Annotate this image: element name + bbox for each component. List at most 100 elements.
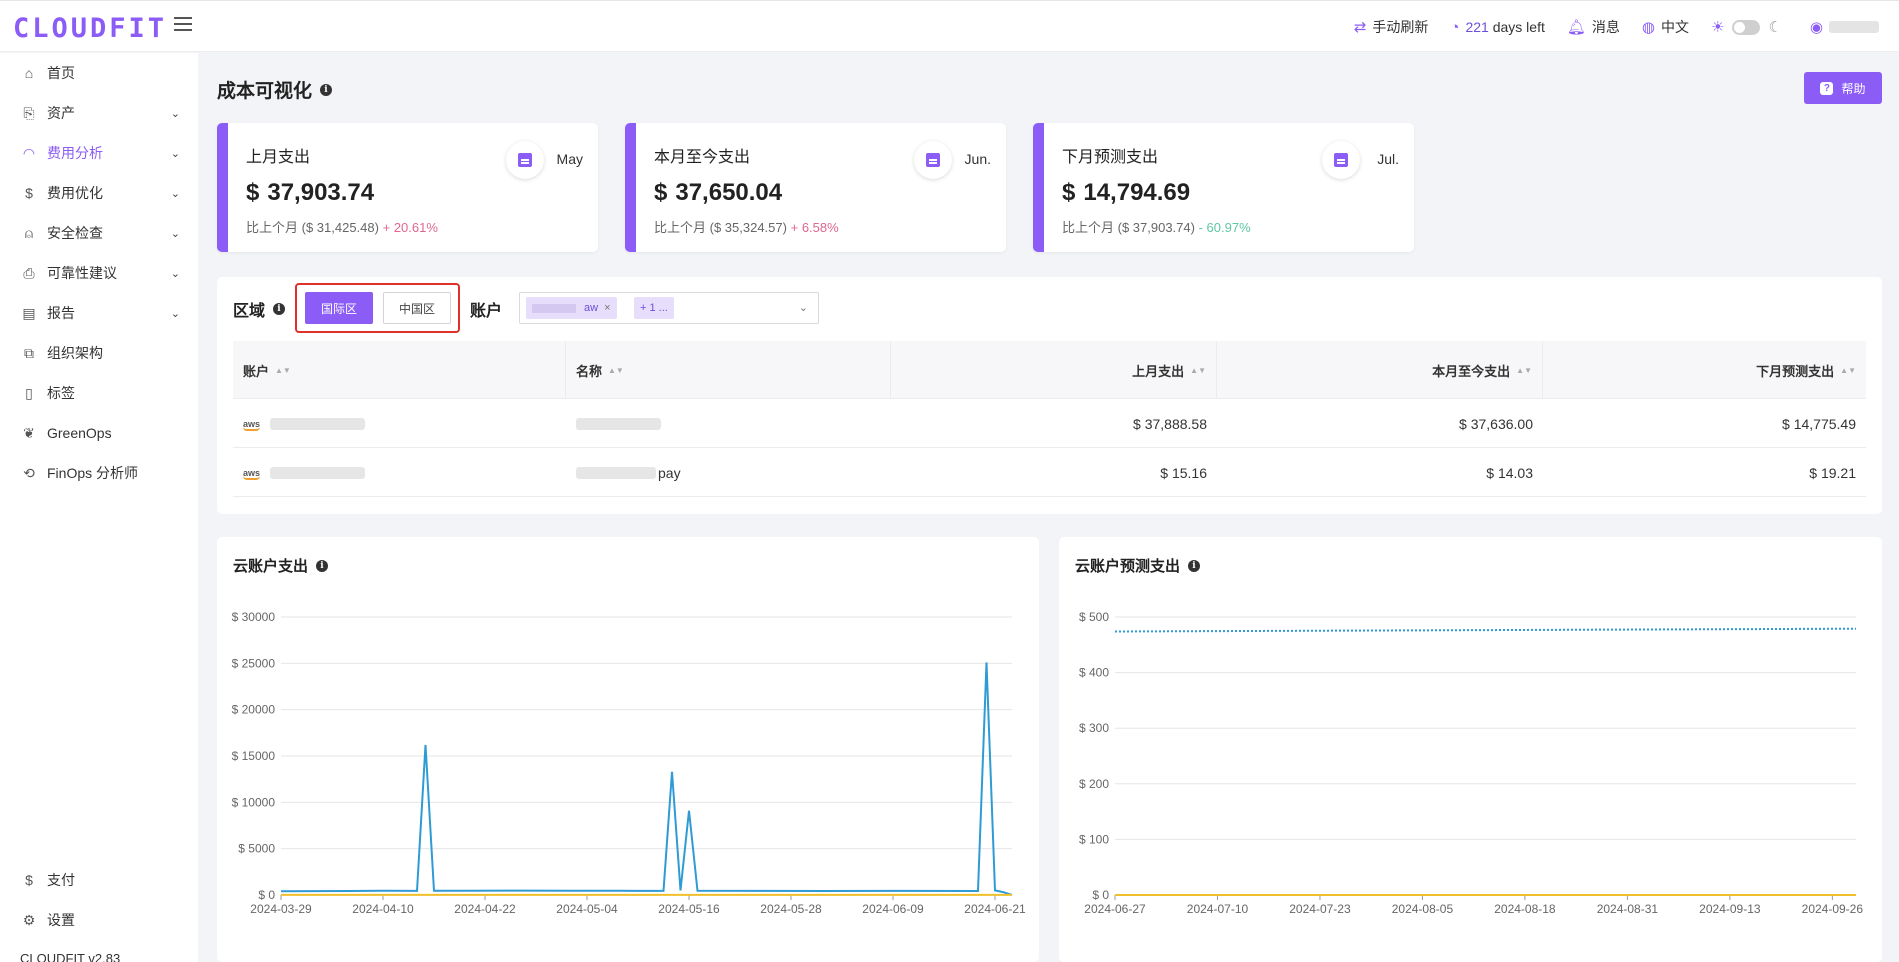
name-visible-text: pay xyxy=(658,464,681,481)
sun-icon: ☀ xyxy=(1711,19,1725,36)
y-tick-label: $ 30000 xyxy=(232,610,276,624)
sidebar-item-organization[interactable]: ⧉ 组织架构 xyxy=(0,333,198,373)
compare-amount: $ 31,425.48 xyxy=(305,220,375,235)
language-switch[interactable]: ◍ 中文 xyxy=(1642,17,1689,37)
change-percent: - 60.97% xyxy=(1198,220,1251,235)
chart-title-text: 云账户支出 xyxy=(233,558,309,575)
sidebar-item-label: 设置 xyxy=(47,912,75,928)
card-amount: $37,650.04 xyxy=(654,179,782,207)
sidebar-item-assets[interactable]: ⎘ 资产 ⌄ xyxy=(0,93,198,133)
theme-toggle[interactable] xyxy=(1732,19,1761,35)
compare-prefix: 比上个月 ( xyxy=(654,220,714,235)
info-icon[interactable]: i xyxy=(320,83,333,96)
column-header-mtd[interactable]: 本月至今支出 ▲▼ xyxy=(1217,341,1543,399)
x-tick-label: 2024-08-18 xyxy=(1494,902,1556,916)
account-tag-more[interactable]: + 1 ... xyxy=(634,297,674,319)
y-tick-label: $ 0 xyxy=(258,888,275,902)
x-tick-label: 2024-07-23 xyxy=(1289,902,1351,916)
sidebar-item-finops-analyst[interactable]: ⟲ FinOps 分析师 xyxy=(0,453,198,493)
card-amount-value: 37,650.04 xyxy=(675,179,783,206)
sort-icon: ▲▼ xyxy=(1190,365,1206,375)
chevron-down-icon: ⌄ xyxy=(170,187,180,200)
account-tag[interactable]: aw × xyxy=(526,297,617,319)
question-icon: ? xyxy=(1820,81,1834,95)
card-compare: 比上个月 ($ 37,903.74) - 60.97% xyxy=(1062,217,1251,236)
sort-icon: ▲▼ xyxy=(1516,365,1532,375)
chevron-down-icon: ⌄ xyxy=(170,307,180,320)
column-header-account[interactable]: 账户 ▲▼ xyxy=(233,341,566,399)
y-tick-label: $ 200 xyxy=(1079,777,1109,791)
redacted-text xyxy=(576,417,661,430)
column-label: 本月至今支出 xyxy=(1432,363,1511,379)
user-menu[interactable]: ◉ xyxy=(1810,18,1879,36)
license-days-left[interactable]: ◔ 221 days left xyxy=(1450,19,1544,36)
alarm-icon: ⍝ xyxy=(24,224,34,241)
table-row[interactable]: aws $ 37,888.58 $ 37,636.00 $ 14,775.49 xyxy=(233,399,1866,448)
x-tick-label: 2024-04-22 xyxy=(454,902,516,916)
theme-switch[interactable]: ☀ ☾ xyxy=(1711,18,1788,36)
dollar-icon: $ xyxy=(25,185,33,201)
column-label: 名称 xyxy=(576,363,603,379)
compare-prefix: 比上个月 ( xyxy=(246,220,306,235)
mtd-cell: $ 37,636.00 xyxy=(1459,415,1533,432)
sidebar-item-settings[interactable]: ⚙ 设置 xyxy=(0,900,198,940)
series-line-0 xyxy=(280,662,1013,896)
y-tick-label: $ 400 xyxy=(1079,666,1109,680)
region-cn-button[interactable]: 中国区 xyxy=(383,292,451,324)
currency-symbol: $ xyxy=(1062,179,1076,206)
calendar-icon xyxy=(1322,141,1360,179)
column-header-last-month[interactable]: 上月支出 ▲▼ xyxy=(891,341,1217,399)
sidebar-item-reliability[interactable]: ⎙ 可靠性建议 ⌄ xyxy=(0,253,198,293)
info-icon[interactable]: i xyxy=(1188,559,1201,572)
app-logo[interactable]: CLOUDFIT xyxy=(13,13,168,44)
sidebar-item-label: 安全检查 xyxy=(47,225,103,241)
region-highlight-box xyxy=(295,283,460,333)
card-label: 上月支出 xyxy=(246,149,311,166)
last-month-cell: $ 37,888.58 xyxy=(1133,415,1207,432)
sidebar-item-label: 标签 xyxy=(47,385,75,401)
card-amount: $14,794.69 xyxy=(1062,179,1190,207)
column-header-forecast[interactable]: 下月预测支出 ▲▼ xyxy=(1543,341,1866,399)
last-month-cell: $ 15.16 xyxy=(1160,464,1207,481)
card-next-month-forecast: 下月预测支出 Jul. $14,794.69 比上个月 ($ 37,903.74… xyxy=(1033,123,1414,252)
sidebar-item-reports[interactable]: ▤ 报告 ⌄ xyxy=(0,293,198,333)
account-select[interactable]: aw × + 1 ... ⌄ xyxy=(519,292,819,324)
top-bar: CLOUDFIT ⇄ 手动刷新 ◔ 221 days left 🔔︎ 消息 ◍ … xyxy=(0,0,1899,52)
sidebar-item-tags[interactable]: ▯ 标签 xyxy=(0,373,198,413)
calendar-icon xyxy=(506,141,544,179)
region-intl-button[interactable]: 国际区 xyxy=(305,292,373,324)
sidebar-item-greenops[interactable]: ❦ GreenOps xyxy=(0,413,198,453)
info-icon[interactable]: i xyxy=(316,559,329,572)
compare-amount: $ 37,903.74 xyxy=(1121,220,1191,235)
sidebar-item-security[interactable]: ⍝ 安全检查 ⌄ xyxy=(0,213,198,253)
column-header-name[interactable]: 名称 ▲▼ xyxy=(566,341,891,399)
compare-amount: $ 35,324.57 xyxy=(713,220,783,235)
card-compare: 比上个月 ($ 35,324.57) + 6.58% xyxy=(654,217,839,236)
menu-toggle-icon[interactable] xyxy=(174,17,192,33)
sidebar-item-payment[interactable]: $ 支付 xyxy=(0,860,198,900)
sidebar-item-label: 首页 xyxy=(47,65,75,81)
help-button[interactable]: ? 帮助 xyxy=(1804,72,1882,104)
chevron-down-icon: ⌄ xyxy=(170,227,180,240)
close-icon[interactable]: × xyxy=(604,302,611,314)
y-tick-label: $ 25000 xyxy=(232,656,276,670)
table-row[interactable]: aws pay $ 15.16 $ 14.03 $ 19.21 xyxy=(233,448,1866,497)
days-left-value: 221 xyxy=(1465,19,1489,35)
y-tick-label: $ 20000 xyxy=(232,703,276,717)
manual-refresh-button[interactable]: ⇄ 手动刷新 xyxy=(1354,17,1429,37)
compare-suffix: ) xyxy=(374,220,379,235)
name-cell: pay xyxy=(576,448,681,497)
sidebar-item-label: 资产 xyxy=(47,105,75,121)
chevron-down-icon: ⌄ xyxy=(170,267,180,280)
card-month-to-date: 本月至今支出 Jun. $37,650.04 比上个月 ($ 35,324.57… xyxy=(625,123,1006,252)
sidebar-item-home[interactable]: ⌂ 首页 xyxy=(0,53,198,93)
messages-button[interactable]: 🔔︎ 消息 xyxy=(1567,17,1620,37)
info-icon[interactable]: i xyxy=(273,303,286,315)
sort-icon: ▲▼ xyxy=(608,365,624,375)
card-month: Jun. xyxy=(964,151,991,167)
sidebar-item-cost-optimization[interactable]: $ 费用优化 ⌄ xyxy=(0,173,198,213)
sidebar-item-cost-analysis[interactable]: ◠ 费用分析 ⌄ xyxy=(0,133,198,173)
x-tick-label: 2024-03-29 xyxy=(250,902,312,916)
table-header: 账户 ▲▼ 名称 ▲▼ 上月支出 ▲▼ 本月至今支出 ▲▼ 下月预测支出 ▲▼ xyxy=(233,341,1866,399)
page-title-text: 成本可视化 xyxy=(217,81,313,102)
